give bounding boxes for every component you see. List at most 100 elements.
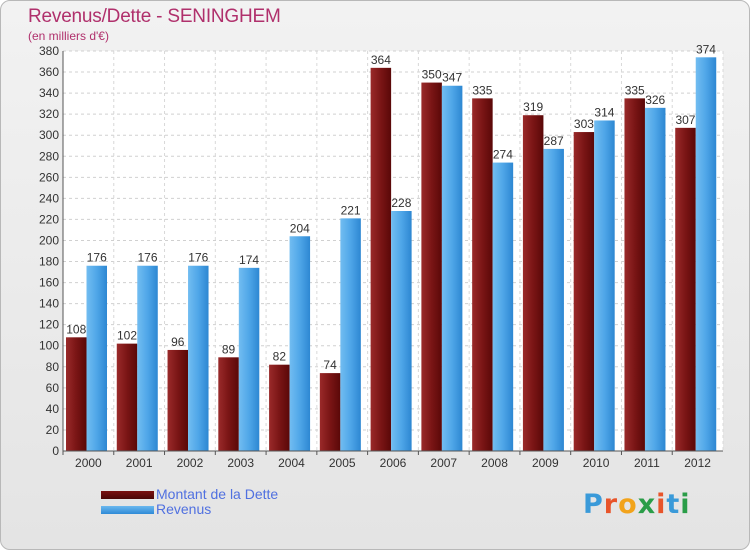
bar-dette [218,357,239,451]
data-label-revenus: 326 [645,93,665,107]
x-tick-label: 2001 [126,456,153,470]
legend-item-dette: Montant de la Dette [101,487,278,502]
bar-revenus [441,85,463,451]
bar-revenus [86,265,107,451]
y-tick-label: 200 [39,233,59,247]
y-tick-label: 0 [52,444,59,458]
y-tick-label: 100 [39,339,59,353]
data-label-dette: 108 [66,322,86,336]
data-label-dette: 96 [171,335,185,349]
y-tick-label: 280 [39,149,59,163]
bar-dette [421,82,442,451]
y-tick-label: 220 [39,212,59,226]
logo-letter: P [583,489,604,520]
bar-dette [269,364,290,451]
data-label-revenus: 221 [341,203,361,217]
logo-letter: r [603,489,619,520]
bar-dette [66,337,87,451]
logo-letter: t [666,489,681,520]
data-label-dette: 82 [273,350,287,364]
bar-dette [370,67,392,451]
bar-dette [522,115,544,452]
y-tick-label: 380 [39,44,59,58]
data-label-dette: 335 [625,83,645,97]
y-tick-label: 260 [39,170,59,184]
data-label-dette: 307 [675,113,695,127]
legend-swatch-revenus [101,505,154,514]
y-tick-label: 300 [39,128,59,142]
logo-letter: i [656,489,667,520]
data-label-dette: 319 [523,100,543,114]
logo-letter: x [637,489,657,520]
x-tick-label: 2002 [177,456,204,470]
y-tick-label: 360 [39,65,59,79]
chart-title: Revenus/Dette - SENINGHEM [28,6,281,27]
bar-revenus [644,107,666,451]
data-label-revenus: 176 [87,251,107,265]
data-label-dette: 102 [117,329,137,343]
data-label-revenus: 204 [290,221,310,235]
y-tick-label: 20 [46,423,60,437]
legend-label-dette: Montant de la Dette [156,486,279,502]
logo-letter: o [618,489,638,520]
legend: Montant de la Dette Revenus [101,487,278,517]
bar-dette [573,132,595,452]
y-tick-label: 340 [39,86,59,100]
y-tick-label: 80 [46,360,60,374]
y-tick-label: 120 [39,318,59,332]
bar-revenus [340,218,361,451]
data-label-dette: 350 [422,68,442,82]
data-label-revenus: 228 [391,196,411,210]
bar-dette [319,373,341,451]
y-tick-label: 240 [39,191,59,205]
bar-revenus [543,148,564,452]
data-label-revenus: 287 [544,134,564,148]
legend-swatch-dette [101,490,154,499]
y-tick-label: 140 [39,297,59,311]
data-label-dette: 303 [574,117,594,131]
bar-revenus [492,162,514,451]
bar-revenus [695,57,717,451]
x-tick-label: 2003 [227,456,254,470]
bar-revenus [188,265,209,451]
y-tick-label: 40 [46,402,60,416]
data-label-revenus: 174 [239,253,259,267]
x-tick-label: 2010 [583,456,610,470]
x-tick-label: 2000 [75,456,102,470]
data-label-revenus: 314 [594,105,614,119]
bar-revenus [391,211,412,451]
bar-revenus [238,267,260,451]
x-tick-label: 2011 [634,456,660,470]
bar-dette [116,343,138,451]
legend-label-revenus: Revenus [156,501,212,517]
legend-item-revenus: Revenus [101,502,278,517]
bar-revenus [137,265,158,451]
bar-dette [675,127,696,451]
y-tick-label: 320 [39,107,59,121]
bar-revenus [594,120,615,451]
bar-dette [167,349,189,451]
y-tick-label: 180 [39,255,59,269]
x-tick-label: 2007 [430,456,457,470]
data-label-revenus: 176 [138,251,158,265]
y-tick-label: 160 [39,276,59,290]
data-label-dette: 89 [222,342,236,356]
data-label-dette: 335 [472,83,492,97]
data-label-revenus: 176 [188,251,208,265]
x-tick-label: 2008 [481,456,508,470]
x-tick-label: 2006 [380,456,407,470]
data-label-dette: 364 [371,53,391,67]
proxiti-logo: Proxiti [583,489,691,520]
bar-dette [472,98,493,452]
data-label-revenus: 347 [442,71,462,85]
bar-dette [624,98,645,452]
y-tick-label: 60 [46,381,60,395]
logo-letter: i [680,489,691,520]
data-label-revenus: 374 [696,42,716,56]
x-tick-label: 2012 [684,456,711,470]
data-label-revenus: 274 [493,148,513,162]
x-tick-label: 2005 [329,456,356,470]
data-label-dette: 74 [323,358,337,372]
